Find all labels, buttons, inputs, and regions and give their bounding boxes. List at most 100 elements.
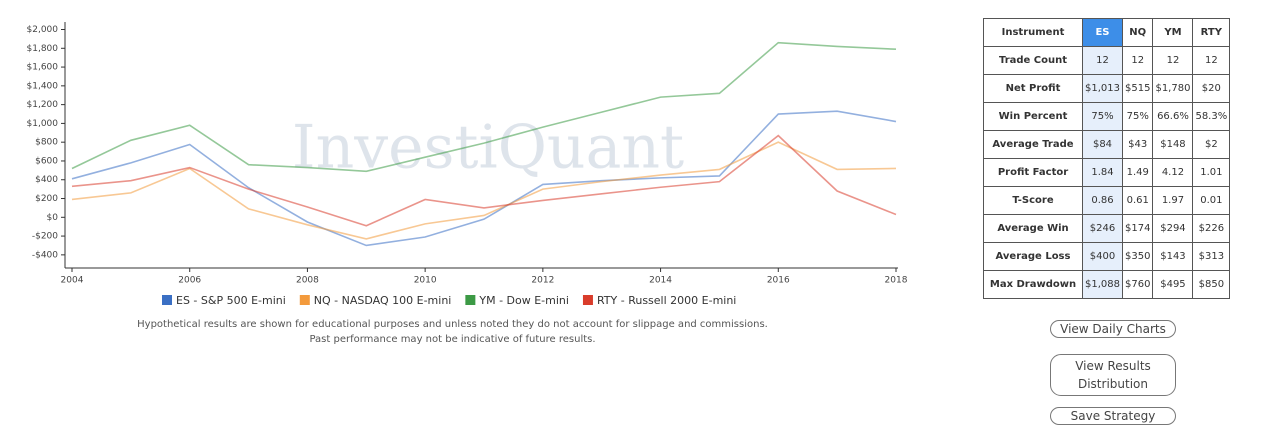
cell: T-Score — [983, 186, 1083, 215]
cell: 58.3% — [1192, 102, 1231, 131]
row: Average Trade $84 $43 $148 $2 — [983, 130, 1231, 159]
cell: $148 — [1152, 130, 1194, 159]
row: T-Score 0.86 0.61 1.97 0.01 — [983, 186, 1231, 215]
cell: 66.6% — [1152, 102, 1194, 131]
y-tick-label: $1,800 — [27, 44, 59, 54]
cell: $1,013 — [1082, 74, 1123, 103]
y-tick-label: $1,600 — [27, 63, 59, 73]
cell: 1.84 — [1082, 158, 1123, 187]
y-tick-label: -$200 — [32, 232, 58, 242]
legend-swatch — [582, 295, 593, 305]
cell: $226 — [1192, 214, 1231, 243]
cell: $84 — [1082, 130, 1123, 159]
cell: Profit Factor — [983, 158, 1083, 187]
legend-label: YM - Dow E-mini — [478, 294, 569, 307]
legend-swatch — [162, 295, 172, 305]
x-tick-label: 2016 — [767, 276, 790, 286]
cell: $174 — [1121, 214, 1154, 243]
x-tick-label: 2008 — [296, 276, 319, 286]
cell: $350 — [1121, 242, 1154, 271]
cell: Max Drawdown — [983, 270, 1083, 299]
cell: 1.01 — [1192, 158, 1231, 187]
legend-label: ES - S&P 500 E-mini — [176, 294, 286, 307]
cell: $43 — [1121, 130, 1154, 159]
cell: $495 — [1152, 270, 1194, 299]
row: Average Loss $400 $350 $143 $313 — [983, 242, 1231, 271]
cell: $143 — [1152, 242, 1194, 271]
header-cell: RTY — [1192, 18, 1231, 47]
legend-label: RTY - Russell 2000 E-mini — [597, 294, 736, 307]
cell: $515 — [1121, 74, 1154, 103]
cell: 1.49 — [1121, 158, 1154, 187]
cell: Trade Count — [983, 46, 1083, 75]
cell: $1,088 — [1082, 270, 1123, 299]
x-tick-label: 2004 — [61, 276, 84, 286]
cell: Win Percent — [983, 102, 1083, 131]
header-cell: ES — [1082, 18, 1123, 47]
row: Profit Factor 1.84 1.49 4.12 1.01 — [983, 158, 1231, 187]
header-cell: YM — [1152, 18, 1194, 47]
legend-swatch — [465, 295, 476, 305]
y-tick-label: $200 — [35, 194, 58, 204]
y-tick-label: $1,000 — [27, 119, 59, 129]
cell: 75% — [1082, 102, 1123, 131]
cell: 0.61 — [1121, 186, 1154, 215]
chart: InvestiQuant -$400 -$200 $0 $200 $400 $600 $80… — [27, 22, 908, 307]
cell: $313 — [1192, 242, 1231, 271]
cell: $294 — [1152, 214, 1194, 243]
cell: 4.12 — [1152, 158, 1194, 187]
button[interactable]: View Results Distribution — [1050, 354, 1176, 396]
y-tick-label: $800 — [35, 138, 58, 148]
cell: 12 — [1082, 46, 1123, 75]
y-tick-label: $600 — [35, 156, 58, 166]
cell: $850 — [1192, 270, 1231, 299]
y-tick-label: $400 — [35, 175, 58, 185]
x-tick-label: 2012 — [531, 276, 554, 286]
cell: $20 — [1192, 74, 1231, 103]
x-tick-label: 2014 — [649, 276, 672, 286]
y-tick-label: -$400 — [32, 250, 58, 260]
series-line — [71, 110, 897, 247]
cell: Net Profit — [983, 74, 1083, 103]
row: Trade Count 12 12 12 12 — [983, 46, 1231, 75]
header-cell: Instrument — [983, 18, 1083, 47]
y-tick-label: $1,200 — [27, 100, 59, 110]
row: Max Drawdown $1,088 $760 $495 $850 — [983, 270, 1231, 299]
disclaimer: Past performance may not be indicative o… — [309, 334, 596, 345]
header-cell: NQ — [1121, 18, 1154, 47]
row: Net Profit $1,013 $515 $1,780 $20 — [983, 74, 1231, 103]
cell: 12 — [1152, 46, 1194, 75]
cell: 12 — [1192, 46, 1231, 75]
series-line — [71, 41, 897, 173]
stats-table: Instrument ES NQ YM RTY Trade Count 12 12 12 12 Ne… — [983, 18, 1231, 299]
x-tick-label: 2018 — [885, 276, 908, 286]
y-tick-label: $1,400 — [27, 81, 59, 91]
cell: 1.97 — [1152, 186, 1194, 215]
cell: $1,780 — [1152, 74, 1194, 103]
y-tick-label: $0 — [47, 213, 59, 223]
cell: $246 — [1082, 214, 1123, 243]
y-tick-label: $2,000 — [27, 25, 59, 35]
watermark: InvestiQuant — [292, 113, 684, 183]
row: Win Percent 75% 75% 66.6% 58.3% — [983, 102, 1231, 131]
row: Average Win $246 $174 $294 $226 — [983, 214, 1231, 243]
series-line — [71, 134, 897, 227]
cell: Average Loss — [983, 242, 1083, 271]
cell: 75% — [1121, 102, 1154, 131]
x-tick-label: 2006 — [178, 276, 201, 286]
cell: 0.01 — [1192, 186, 1231, 215]
legend-swatch — [299, 295, 310, 305]
button[interactable]: Save Strategy — [1050, 407, 1176, 425]
cell: $400 — [1082, 242, 1123, 271]
cell: $760 — [1121, 270, 1154, 299]
header-row: Instrument ES NQ YM RTY — [983, 18, 1231, 47]
cell: 0.86 — [1082, 186, 1123, 215]
cell: Average Trade — [983, 130, 1083, 159]
x-tick-label: 2010 — [414, 276, 437, 286]
cell: $2 — [1192, 130, 1231, 159]
button[interactable]: View Daily Charts — [1050, 320, 1176, 338]
disclaimer: Hypothetical results are shown for educa… — [137, 319, 768, 330]
legend-label: NQ - NASDAQ 100 E-mini — [314, 294, 452, 307]
cell: Average Win — [983, 214, 1083, 243]
